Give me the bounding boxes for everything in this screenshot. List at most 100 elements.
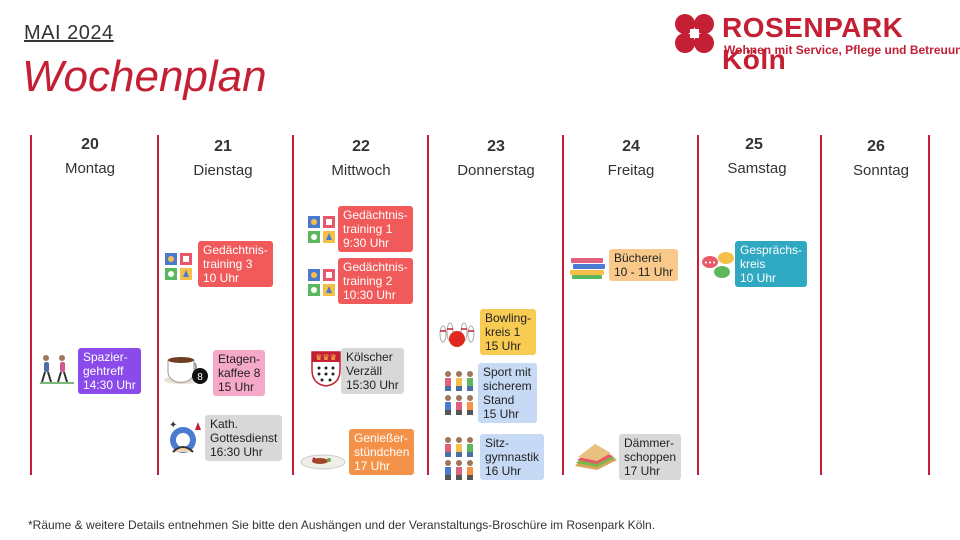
day-name-wednesday: Mittwoch	[331, 162, 391, 179]
event-title: Gedächtnis-	[203, 243, 268, 257]
puzzle-blocks-icon	[308, 216, 335, 243]
month-label: MAI 2024	[24, 22, 114, 44]
event-sport-mit-sicherem-stand: Sport mit sicherem Stand 15 Uhr	[478, 363, 537, 423]
event-title: Dämmer-	[624, 436, 674, 450]
food-plate-icon	[300, 454, 346, 470]
day-number-saturday: 25	[745, 136, 763, 153]
event-time: 10 - 11 Uhr	[614, 265, 674, 279]
logo-subtitle: Wohnen mit Service, Pflege und Betreuung	[724, 43, 960, 57]
event-time: 10 Uhr	[740, 271, 777, 285]
event-title: Genießer-	[354, 431, 409, 445]
day-number-thursday: 23	[487, 138, 505, 155]
column-divider	[820, 135, 822, 475]
page-title: Wochenplan	[22, 52, 267, 101]
coffee-cup-icon: 8	[164, 357, 208, 384]
cologne-coat-of-arms-icon: ♛♛♛	[311, 351, 341, 387]
event-title: kreis	[740, 257, 766, 271]
day-name-thursday: Donnerstag	[457, 162, 535, 179]
event-sitzgymnastik: Sitz- gymnastik 16 Uhr	[480, 434, 545, 480]
event-title: Gottesdienst	[210, 431, 278, 445]
event-title: schoppen	[624, 450, 677, 464]
event-title: training 1	[343, 222, 393, 236]
event-title: Spazier-	[83, 350, 128, 364]
event-etagenkaffee: Etagen- kaffee 8 15 Uhr	[213, 350, 266, 396]
column-divider	[427, 135, 429, 475]
event-kath-gottesdienst: Kath. Gottesdienst 16:30 Uhr	[205, 415, 283, 461]
prayer-icon: ✦	[169, 420, 201, 453]
event-bowlingkreis: Bowling- kreis 1 15 Uhr	[480, 309, 537, 355]
day-number-tuesday: 21	[214, 138, 232, 155]
day-number-wednesday: 22	[352, 138, 370, 155]
exercise-people-icon	[445, 371, 473, 415]
event-title: kreis 1	[485, 325, 521, 339]
bowling-icon	[439, 322, 475, 347]
event-title: Stand	[483, 393, 515, 407]
event-time: 10:30 Uhr	[343, 288, 396, 302]
event-koelscher-verzaell: Kölscher Verzäll 15:30 Uhr	[341, 348, 404, 394]
event-gedaechtnistraining-1: Gedächtnis- training 1 9:30 Uhr	[338, 206, 413, 252]
footer-note: *Räume & weitere Details entnehmen Sie b…	[28, 518, 656, 532]
event-spaziergehtreff: Spazier- gehtreff 14:30 Uhr	[78, 348, 141, 394]
event-title: Bücherei	[614, 251, 662, 265]
day-name-tuesday: Dienstag	[193, 162, 253, 179]
column-divider	[292, 135, 294, 475]
books-icon	[570, 258, 605, 279]
walking-people-icon	[40, 355, 74, 384]
puzzle-blocks-icon	[308, 269, 335, 296]
svg-text:•••: •••	[704, 259, 716, 267]
event-time: 10 Uhr	[203, 271, 240, 285]
svg-text:✦: ✦	[169, 420, 177, 431]
event-gespraechskreis: Gesprächs- kreis 10 Uhr	[735, 241, 808, 287]
event-time: 17 Uhr	[354, 459, 391, 473]
event-gedaechtnistraining-3: Gedächtnis- training 3 10 Uhr	[198, 241, 273, 287]
event-title: Gesprächs-	[740, 243, 803, 257]
day-number-monday: 20	[81, 136, 99, 153]
event-time: 15 Uhr	[485, 339, 522, 353]
day-name-friday: Freitag	[607, 162, 655, 179]
event-title: Sitz-	[485, 436, 509, 450]
event-time: 9:30 Uhr	[343, 236, 390, 250]
event-buecherei: Bücherei 10 - 11 Uhr	[609, 249, 679, 281]
column-divider	[928, 135, 930, 475]
exercise-people-icon	[445, 437, 473, 480]
event-geniesserstuendchen: Genießer- stündchen 17 Uhr	[349, 429, 415, 475]
event-title: Verzäll	[346, 364, 383, 378]
event-title: stündchen	[354, 445, 410, 459]
event-time: 15 Uhr	[218, 380, 255, 394]
svg-text:♛♛♛: ♛♛♛	[315, 353, 337, 362]
event-title: kaffee 8	[218, 366, 261, 380]
chat-bubbles-icon: •••	[702, 252, 734, 278]
day-number-sunday: 26	[867, 138, 885, 155]
logo-name: ROSENPARK Köln	[722, 12, 904, 75]
event-time: 17 Uhr	[624, 464, 661, 478]
event-title: Sport mit	[483, 365, 532, 379]
svg-text:8: 8	[197, 372, 203, 383]
event-title: gymnastik	[485, 450, 540, 464]
column-divider	[157, 135, 159, 475]
event-time: 15:30 Uhr	[346, 378, 399, 392]
column-divider	[30, 135, 32, 475]
day-name-saturday: Samstag	[727, 160, 787, 177]
column-divider	[697, 135, 699, 475]
event-title: sicherem	[483, 379, 532, 393]
event-daemmerschoppen: Dämmer- schoppen 17 Uhr	[619, 434, 682, 480]
event-title: gehtreff	[83, 364, 124, 378]
day-name-sunday: Sonntag	[853, 162, 909, 179]
day-name-monday: Montag	[64, 160, 116, 177]
logo: ROSENPARK Köln Wohnen mit Service, Pfleg…	[672, 12, 960, 75]
event-time: 16 Uhr	[485, 464, 522, 478]
event-gedaechtnistraining-2: Gedächtnis- training 2 10:30 Uhr	[338, 258, 413, 304]
event-title: Gedächtnis-	[343, 208, 408, 222]
sandwich-icon	[575, 444, 617, 470]
event-title: Bowling-	[485, 311, 532, 325]
event-title: training 2	[343, 274, 393, 288]
rose-logo-icon	[675, 14, 714, 53]
event-title: Gedächtnis-	[343, 260, 408, 274]
puzzle-blocks-icon	[165, 253, 192, 280]
day-number-friday: 24	[622, 138, 640, 155]
event-time: 15 Uhr	[483, 407, 520, 421]
event-title: Kath.	[210, 417, 239, 431]
event-title: training 3	[203, 257, 253, 271]
event-time: 14:30 Uhr	[83, 378, 136, 392]
column-divider	[562, 135, 564, 475]
